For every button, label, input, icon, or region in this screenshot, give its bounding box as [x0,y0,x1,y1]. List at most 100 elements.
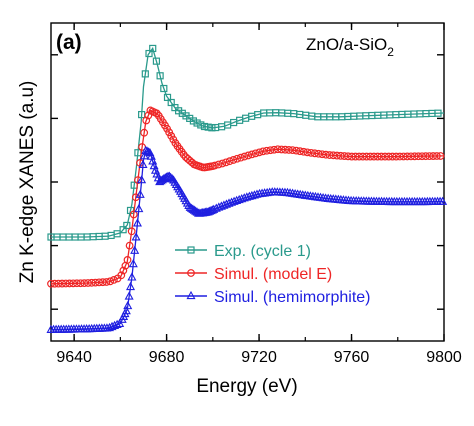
data-point [76,279,85,288]
data-point [61,279,70,288]
data-point [123,221,131,230]
data-point [344,152,352,161]
legend-label: Simul. (hemimorphite) [214,289,370,306]
data-point [222,158,230,167]
data-point [247,150,256,159]
data-point [239,193,249,202]
data-point [121,305,131,315]
data-point [403,152,412,161]
data-point [259,147,267,156]
data-point [273,145,282,154]
data-point [370,152,378,161]
data-point [270,145,278,154]
data-point [249,190,259,199]
data-point [84,279,92,287]
data-point [229,156,238,164]
legend: Exp. (cycle 1) Simul. (model E) Simul. (he… [175,243,370,306]
data-point [399,152,408,161]
data-point [124,291,134,300]
sample-annotation: ZnO/a-SiO2 [306,35,394,59]
panel-label: (a) [56,31,82,54]
legend-label: Exp. (cycle 1) [214,243,311,260]
data-point [247,190,257,200]
legend-marker [186,290,196,300]
data-point [384,152,393,161]
data-point [128,258,138,268]
y-axis-label: Zn K-edge XANES (a.u) [17,81,38,284]
data-point [113,230,121,238]
data-point [314,149,323,158]
data-point [355,152,364,161]
data-point [127,272,137,281]
data-point [429,152,438,160]
data-point [434,109,442,117]
data-point [281,145,290,154]
x-tick-label: 9680 [149,349,185,366]
data-point [407,152,415,161]
data-point [325,151,334,159]
data-point [214,160,223,169]
data-point [69,279,78,288]
x-tick-label: 9800 [426,349,462,366]
data-point [141,70,149,78]
data-point [432,152,441,160]
data-point [160,84,168,93]
data-point [140,128,149,137]
series-circle [47,106,445,288]
data-point [211,161,219,170]
data-point [156,72,164,80]
series-layer [46,44,448,334]
data-point [358,152,367,161]
data-point [377,152,386,161]
data-point [310,149,319,158]
data-point [189,117,198,125]
data-point [347,152,356,161]
data-point [142,116,151,125]
data-point [87,278,96,287]
data-point [262,146,271,155]
legend-item: Simul. (hemimorphite) [175,289,370,306]
data-point [47,279,55,288]
data-point [91,278,100,287]
x-tick-label: 9640 [56,349,92,366]
data-point [336,151,345,160]
data-point [132,218,142,227]
data-point [208,124,216,132]
data-point [218,159,227,168]
data-point [123,256,132,264]
data-point [65,279,74,288]
data-point [251,149,260,158]
data-point [362,152,371,161]
legend-marker [187,269,195,277]
data-point [138,159,148,168]
data-point [125,281,136,291]
data-point [388,152,397,161]
data-point [340,152,349,160]
legend-item: Exp. (cycle 1) [175,243,311,260]
x-tick-label: 9720 [241,349,277,366]
x-axis-label: Energy (eV) [196,376,297,397]
data-point [318,150,327,159]
data-point [266,146,275,155]
data-point [119,226,127,234]
data-point [425,152,434,161]
data-point [242,192,252,201]
data-point [123,300,133,310]
data-point [130,245,140,254]
data-point [233,154,241,163]
data-point [438,196,448,205]
data-point [255,148,264,157]
data-point [252,189,262,198]
data-point [329,151,338,160]
data-point [98,278,107,287]
data-point [167,174,177,183]
data-point [125,241,134,250]
data-point [131,232,141,241]
data-point [296,147,304,156]
data-point [197,121,205,129]
data-point [244,151,253,160]
data-point [106,277,115,286]
data-point [207,205,217,214]
